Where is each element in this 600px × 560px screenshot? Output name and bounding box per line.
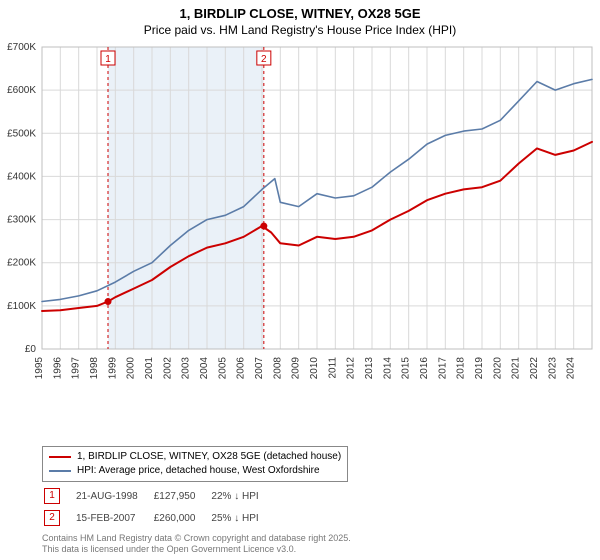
table-row: 2 15-FEB-2007 £260,000 25% ↓ HPI xyxy=(44,508,273,528)
svg-text:2021: 2021 xyxy=(511,357,522,380)
svg-text:1998: 1998 xyxy=(89,357,100,380)
svg-text:£200K: £200K xyxy=(7,258,36,269)
chart-title: 1, BIRDLIP CLOSE, WITNEY, OX28 5GE xyxy=(0,6,600,21)
chart-area: £0 £100K £200K £300K £400K £500K £600K £700K 199… xyxy=(0,39,600,409)
marker-badge: 1 xyxy=(44,488,60,504)
marker-delta: 25% ↓ HPI xyxy=(211,508,272,528)
marker-price: £127,950 xyxy=(154,486,210,506)
svg-text:2022: 2022 xyxy=(529,357,540,380)
marker-price: £260,000 xyxy=(154,508,210,528)
svg-text:2016: 2016 xyxy=(419,357,430,380)
legend-swatch xyxy=(49,456,71,458)
legend-label: 1, BIRDLIP CLOSE, WITNEY, OX28 5GE (deta… xyxy=(77,450,341,464)
legend-swatch xyxy=(49,470,71,472)
footer-line: This data is licensed under the Open Gov… xyxy=(42,544,351,556)
svg-text:2010: 2010 xyxy=(309,357,320,380)
svg-text:2018: 2018 xyxy=(456,357,467,380)
marker-date: 21-AUG-1998 xyxy=(76,486,152,506)
svg-text:2: 2 xyxy=(261,54,267,65)
chart-container: 1, BIRDLIP CLOSE, WITNEY, OX28 5GE Price… xyxy=(0,0,600,560)
legend-label: HPI: Average price, detached house, West… xyxy=(77,464,320,478)
svg-text:1999: 1999 xyxy=(107,357,118,380)
svg-text:2008: 2008 xyxy=(272,357,283,380)
marker-date: 15-FEB-2007 xyxy=(76,508,152,528)
svg-text:1995: 1995 xyxy=(34,357,45,380)
svg-text:2017: 2017 xyxy=(437,357,448,380)
svg-text:£300K: £300K xyxy=(7,215,36,226)
svg-text:£400K: £400K xyxy=(7,171,36,182)
svg-text:£0: £0 xyxy=(25,344,37,355)
marker-badge: 2 xyxy=(44,510,60,526)
table-row: 1 21-AUG-1998 £127,950 22% ↓ HPI xyxy=(44,486,273,506)
svg-text:2006: 2006 xyxy=(236,357,247,380)
svg-text:1997: 1997 xyxy=(71,357,82,380)
svg-text:2024: 2024 xyxy=(566,357,577,380)
title-block: 1, BIRDLIP CLOSE, WITNEY, OX28 5GE Price… xyxy=(0,0,600,39)
svg-text:2015: 2015 xyxy=(401,357,412,380)
footer-note: Contains HM Land Registry data © Crown c… xyxy=(42,533,351,556)
marker-delta: 22% ↓ HPI xyxy=(211,486,272,506)
legend-item: HPI: Average price, detached house, West… xyxy=(49,464,341,478)
svg-text:2011: 2011 xyxy=(327,357,338,379)
svg-text:2023: 2023 xyxy=(547,357,558,380)
svg-text:2007: 2007 xyxy=(254,357,265,380)
svg-text:2002: 2002 xyxy=(162,357,173,380)
chart-subtitle: Price paid vs. HM Land Registry's House … xyxy=(0,23,600,37)
svg-text:1996: 1996 xyxy=(52,357,63,380)
legend-item: 1, BIRDLIP CLOSE, WITNEY, OX28 5GE (deta… xyxy=(49,450,341,464)
svg-text:2009: 2009 xyxy=(291,357,302,380)
svg-text:1: 1 xyxy=(105,54,111,65)
svg-text:2020: 2020 xyxy=(492,357,503,380)
svg-text:2013: 2013 xyxy=(364,357,375,380)
svg-text:£500K: £500K xyxy=(7,128,36,139)
svg-text:2001: 2001 xyxy=(144,357,155,380)
svg-text:£700K: £700K xyxy=(7,42,36,53)
chart-svg: £0 £100K £200K £300K £400K £500K £600K £700K 199… xyxy=(0,39,600,409)
svg-text:2000: 2000 xyxy=(126,357,137,380)
svg-text:2005: 2005 xyxy=(217,357,228,380)
svg-text:£600K: £600K xyxy=(7,85,36,96)
svg-text:2012: 2012 xyxy=(346,357,357,380)
svg-text:£100K: £100K xyxy=(7,301,36,312)
marker-table: 1 21-AUG-1998 £127,950 22% ↓ HPI 2 15-FE… xyxy=(42,484,275,530)
legend: 1, BIRDLIP CLOSE, WITNEY, OX28 5GE (deta… xyxy=(42,446,348,482)
svg-text:2014: 2014 xyxy=(382,357,393,380)
svg-text:2004: 2004 xyxy=(199,357,210,380)
svg-text:2019: 2019 xyxy=(474,357,485,380)
footer-line: Contains HM Land Registry data © Crown c… xyxy=(42,533,351,545)
svg-text:2003: 2003 xyxy=(181,357,192,380)
